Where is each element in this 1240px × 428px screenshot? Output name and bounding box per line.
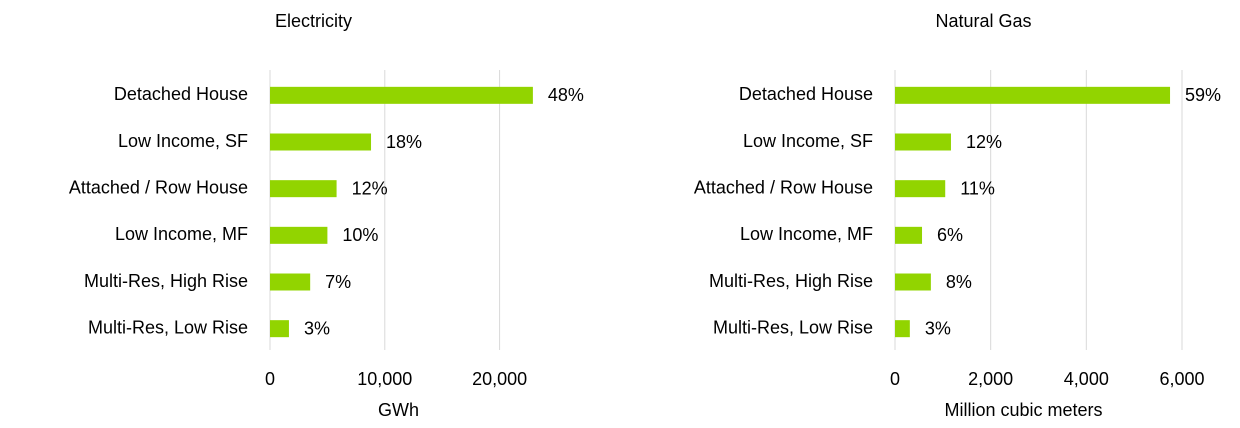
data-label: 12% — [966, 132, 1002, 152]
data-label: 10% — [342, 225, 378, 245]
data-label: 59% — [1185, 85, 1221, 105]
bar — [270, 133, 372, 151]
y-tick-label: Multi-Res, High Rise — [709, 271, 873, 291]
data-label: 8% — [946, 272, 972, 292]
bar — [270, 273, 311, 291]
data-label: 7% — [325, 272, 351, 292]
y-tick-label: Multi-Res, Low Rise — [88, 317, 248, 337]
x-tick-label: 0 — [265, 369, 275, 389]
bar — [895, 180, 946, 198]
y-tick-label: Attached / Row House — [69, 177, 248, 197]
data-label: 11% — [960, 178, 995, 198]
bar — [895, 86, 1171, 104]
x-tick-label: 4,000 — [1064, 369, 1109, 389]
y-tick-label: Detached House — [114, 84, 248, 104]
chart-title: Electricity — [275, 11, 352, 31]
data-label: 12% — [352, 178, 388, 198]
bar — [270, 86, 533, 104]
y-tick-label: Multi-Res, High Rise — [84, 271, 248, 291]
data-label: 18% — [386, 132, 422, 152]
y-tick-label: Low Income, MF — [115, 224, 248, 244]
data-label: 3% — [925, 318, 951, 338]
x-tick-label: 6,000 — [1159, 369, 1204, 389]
bar — [270, 180, 337, 198]
bar — [270, 320, 289, 338]
data-label: 3% — [304, 318, 330, 338]
data-label: 48% — [548, 85, 584, 105]
bar — [895, 320, 910, 338]
x-tick-label: 20,000 — [472, 369, 527, 389]
x-tick-label: 10,000 — [357, 369, 412, 389]
bar — [895, 226, 923, 244]
x-tick-label: 0 — [890, 369, 900, 389]
data-label: 6% — [937, 225, 963, 245]
bar — [895, 133, 951, 151]
y-tick-label: Multi-Res, Low Rise — [713, 317, 873, 337]
y-tick-label: Low Income, SF — [743, 131, 873, 151]
y-tick-label: Detached House — [739, 84, 873, 104]
y-tick-label: Low Income, MF — [740, 224, 873, 244]
chart-title: Natural Gas — [935, 11, 1031, 31]
x-tick-label: 2,000 — [968, 369, 1013, 389]
x-axis-title: Million cubic meters — [944, 400, 1102, 420]
x-axis-title: GWh — [378, 400, 419, 420]
y-tick-label: Low Income, SF — [118, 131, 248, 151]
bar — [895, 273, 931, 291]
bar — [270, 226, 328, 244]
y-tick-label: Attached / Row House — [694, 177, 873, 197]
